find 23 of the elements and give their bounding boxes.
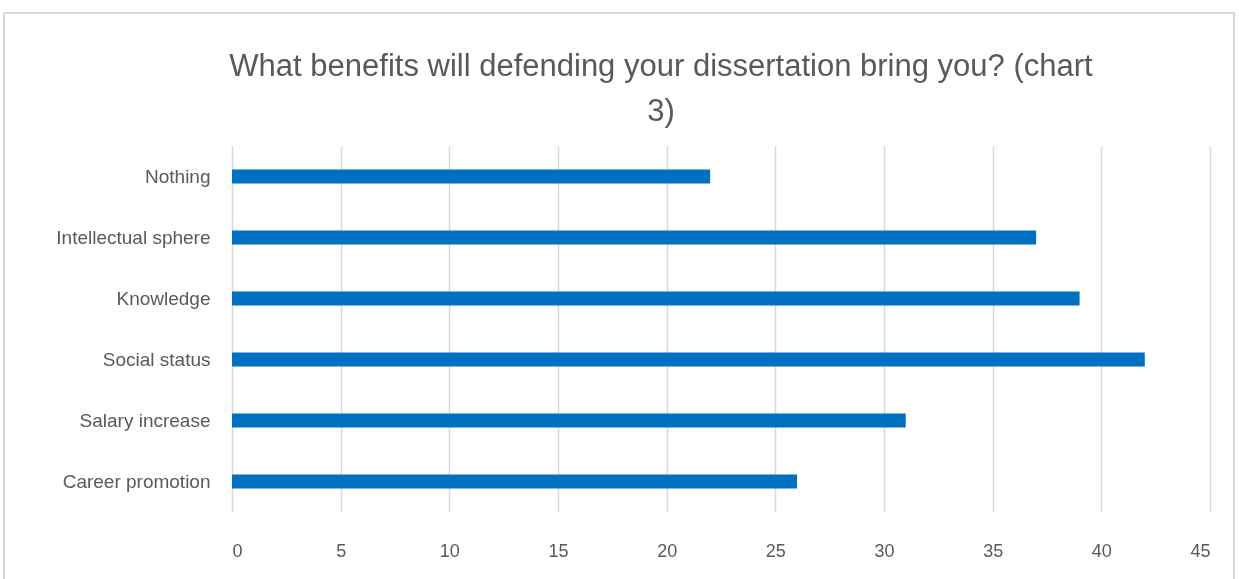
x-tick-label: 0 — [232, 540, 243, 561]
x-tick-label: 35 — [983, 540, 1004, 561]
x-tick-label: 25 — [765, 540, 786, 561]
y-tick-label: Intellectual sphere — [56, 226, 211, 248]
y-tick-label: Knowledge — [116, 287, 211, 309]
x-tick-label: 10 — [439, 540, 460, 561]
x-tick-label: 15 — [548, 540, 569, 561]
y-tick-label: Nothing — [145, 165, 211, 187]
bar — [232, 291, 1080, 306]
y-tick-label: Career promotion — [62, 470, 211, 492]
x-tick-label: 5 — [336, 540, 347, 561]
bar — [232, 230, 1037, 245]
y-tick-label: Social status — [102, 348, 211, 370]
bar — [232, 474, 798, 489]
x-tick-label: 40 — [1091, 540, 1112, 561]
x-tick-label: 45 — [1190, 540, 1211, 561]
bar — [232, 352, 1145, 367]
x-tick-label: 20 — [657, 540, 678, 561]
bar — [232, 413, 906, 428]
chart-title: What benefits will defending your dissertation bring you? (chart 3) — [229, 48, 1094, 128]
x-tick-label: 30 — [874, 540, 895, 561]
bar — [232, 169, 711, 184]
y-tick-label: Salary increase — [79, 409, 211, 431]
